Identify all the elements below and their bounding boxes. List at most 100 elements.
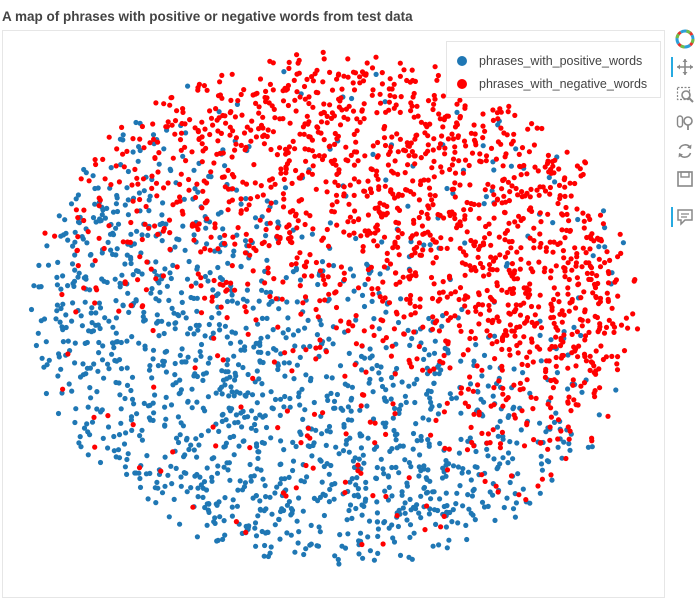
positive-point [244, 298, 250, 304]
negative-point [507, 322, 513, 328]
positive-point [403, 399, 409, 405]
positive-point [284, 299, 290, 305]
negative-point [244, 124, 250, 130]
positive-point [436, 542, 442, 548]
positive-point [265, 350, 271, 356]
positive-point [432, 338, 438, 344]
negative-point [509, 261, 515, 267]
negative-point [570, 377, 576, 383]
negative-point [73, 207, 79, 213]
positive-point [230, 497, 236, 503]
positive-point [500, 436, 506, 442]
positive-point [290, 458, 297, 464]
negative-point [462, 303, 468, 309]
positive-point [326, 296, 332, 302]
negative-point [324, 120, 330, 126]
negative-point [420, 247, 426, 253]
negative-point [370, 143, 376, 149]
negative-point [485, 317, 491, 323]
positive-point [171, 496, 177, 502]
positive-point [459, 470, 465, 476]
negative-point [305, 425, 311, 431]
negative-point [615, 354, 621, 360]
positive-point [251, 473, 257, 479]
negative-point [277, 145, 283, 151]
positive-point [383, 309, 389, 315]
negative-point [498, 109, 504, 115]
negative-point [494, 267, 500, 273]
positive-point [149, 375, 155, 381]
negative-point [268, 184, 274, 190]
box-zoom-icon[interactable] [672, 82, 698, 108]
negative-point [199, 159, 205, 165]
negative-point [430, 260, 436, 266]
negative-point [491, 215, 497, 221]
wheel-zoom-icon[interactable] [672, 110, 698, 136]
negative-point [534, 125, 540, 131]
negative-point [267, 177, 273, 183]
negative-point [342, 490, 348, 496]
negative-point [384, 210, 390, 216]
negative-point [52, 233, 58, 239]
negative-point [462, 157, 469, 163]
positive-point [125, 212, 131, 218]
positive-point [200, 371, 207, 377]
negative-point [568, 256, 574, 262]
positive-point [253, 441, 260, 447]
negative-point [521, 443, 528, 449]
negative-point [174, 264, 180, 270]
positive-point [118, 366, 125, 372]
negative-point [208, 234, 214, 240]
positive-point [205, 394, 211, 400]
negative-point [146, 225, 152, 231]
negative-point [293, 211, 299, 217]
plot-area[interactable] [2, 30, 665, 598]
negative-point [531, 437, 537, 443]
positive-point [243, 523, 249, 530]
negative-point [289, 180, 295, 186]
negative-point [569, 267, 575, 273]
positive-point [206, 321, 212, 328]
negative-point [512, 219, 518, 225]
save-icon[interactable] [672, 166, 698, 192]
positive-point [374, 362, 380, 369]
negative-point [501, 209, 508, 215]
negative-point [539, 125, 545, 132]
negative-point [400, 274, 406, 280]
positive-point [195, 494, 201, 500]
positive-point [172, 326, 178, 332]
positive-point [129, 396, 136, 402]
negative-point [397, 73, 403, 79]
positive-point [330, 341, 336, 347]
negative-point [444, 245, 450, 251]
negative-point [568, 193, 574, 199]
negative-point [202, 246, 208, 252]
negative-point [375, 139, 381, 146]
negative-point [548, 275, 554, 281]
positive-point [398, 402, 404, 408]
bokeh-logo-icon[interactable] [672, 26, 698, 52]
negative-point [325, 243, 332, 249]
positive-series [28, 69, 627, 567]
negative-point [491, 298, 497, 304]
negative-point [119, 124, 125, 130]
negative-point [565, 285, 571, 291]
negative-point [480, 123, 486, 129]
negative-point [534, 320, 540, 326]
negative-point [479, 430, 485, 436]
negative-point [508, 473, 515, 479]
positive-point [406, 383, 412, 389]
pan-icon[interactable] [671, 54, 698, 80]
reset-icon[interactable] [672, 138, 698, 164]
positive-point [45, 262, 52, 268]
positive-point [110, 232, 117, 238]
negative-point [537, 231, 543, 237]
negative-point [149, 173, 155, 179]
negative-point [241, 87, 247, 93]
hover-icon[interactable] [671, 204, 698, 230]
positive-point [168, 463, 174, 469]
positive-point [259, 528, 265, 535]
negative-point [574, 251, 580, 257]
scatter-plot[interactable] [0, 0, 665, 600]
negative-point [228, 280, 234, 286]
